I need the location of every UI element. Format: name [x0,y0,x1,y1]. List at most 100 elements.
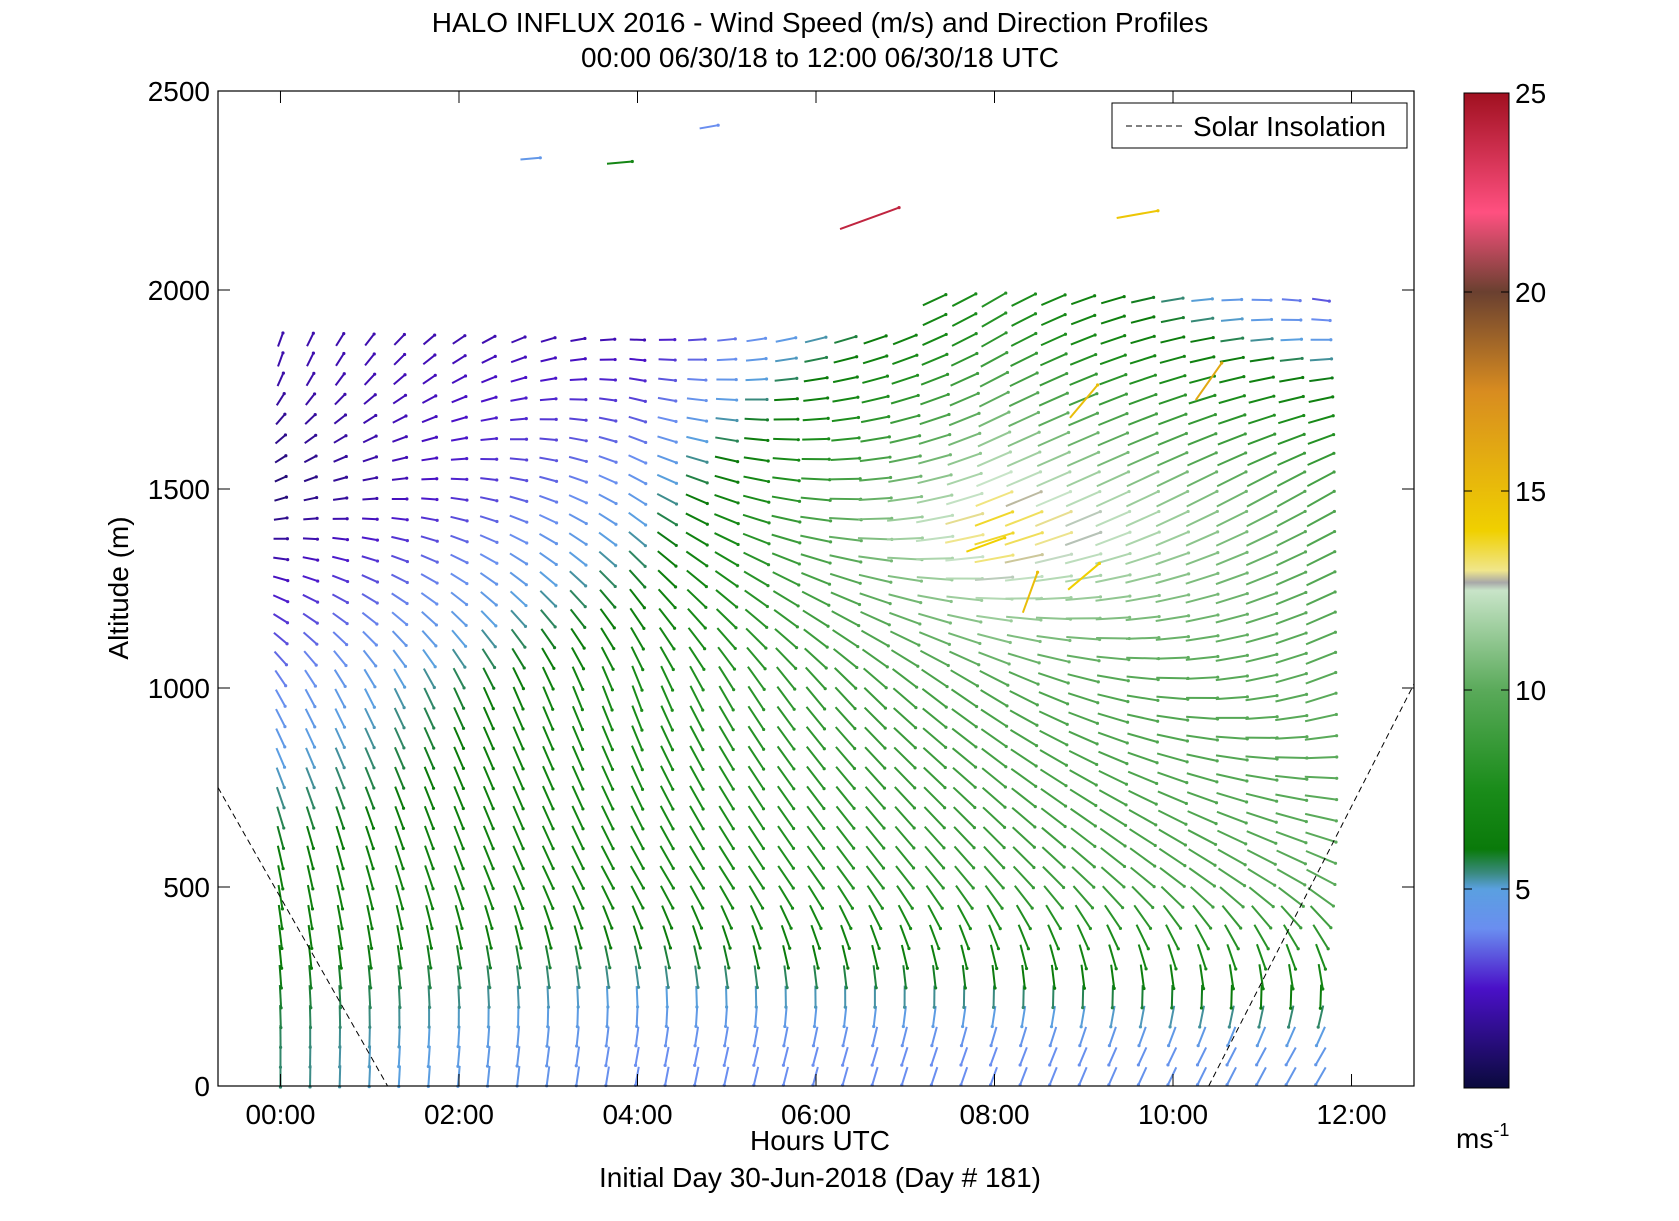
wind-vector-head [522,807,525,810]
wind-vector-head [1329,926,1332,929]
wind-vector-head [283,745,286,748]
wind-vector [1158,433,1187,445]
wind-vector-head [495,478,498,481]
wind-vector [744,438,768,440]
wind-vector [362,575,378,582]
wind-vector [865,708,886,729]
wind-vector-head [1177,947,1180,950]
wind-vector-head [782,1064,785,1067]
wind-vector [1307,472,1334,486]
wind-vector [333,632,346,645]
wind-vector-head [674,379,677,382]
wind-vector-head [1174,967,1177,970]
wind-vector-head [343,746,346,749]
wind-vector [1128,772,1157,784]
wind-vector [1100,355,1125,364]
wind-vector [982,749,1006,767]
wind-vector-head [818,947,821,950]
wind-vector-head [1093,845,1096,848]
wind-vector [572,648,584,669]
wind-vector [1257,1067,1266,1084]
wind-vector-head [1050,1025,1053,1028]
wind-vector-head [701,907,704,910]
wind-vector-head [585,522,588,525]
wind-vector [773,458,799,460]
wind-vector [1070,355,1095,365]
wind-vector [774,399,797,400]
wind-vector [918,614,950,623]
wind-vector [451,479,467,480]
wind-vector-head [555,459,558,462]
wind-vector-head [856,375,859,378]
wind-vector-head [1299,318,1302,321]
wind-vector-head [1317,1026,1320,1029]
wind-vector [1157,716,1188,721]
wind-vector [836,747,855,769]
wind-vector-head [1154,374,1157,377]
wind-vector [1100,375,1126,385]
wind-vector [307,353,313,366]
wind-vector-head [1170,1006,1173,1009]
wind-vector [745,609,766,627]
wind-vector [1041,315,1065,326]
wind-vector [1039,711,1067,724]
wind-vector-head [978,432,981,435]
wind-vector-head [342,352,345,355]
wind-vector-head [1216,738,1219,741]
wind-vector-head [881,907,884,910]
wind-vector-head [1032,866,1035,869]
wind-vector [778,826,793,848]
wind-vector [660,647,673,670]
wind-vector-head [671,906,674,909]
wind-vector-head [402,807,405,810]
wind-vector [784,965,787,987]
wind-vector [1006,492,1041,506]
wind-vector [1190,357,1214,363]
wind-vector [835,668,856,688]
wind-vector-head [641,906,644,909]
wind-vector [1231,985,1232,1008]
wind-vector-head [1244,470,1247,473]
wind-vector [777,667,795,689]
wind-vector-head [694,1025,697,1028]
wind-vector [952,729,976,747]
wind-vector-head [1121,906,1124,909]
wind-vector-head [521,907,524,910]
wind-vector-head [1245,800,1248,803]
wind-vector [726,986,727,1007]
wind-vector-head [976,684,979,687]
wind-vector-head [1179,927,1182,930]
wind-vector-head [732,688,735,691]
wind-vector [1250,339,1272,341]
wind-vector [1067,656,1099,661]
wind-vector-head [767,480,770,483]
wind-vector [1249,396,1274,403]
wind-vector-head [1246,633,1249,636]
wind-vector-head [1113,987,1116,990]
wind-vector-head [1187,530,1190,533]
wind-vector [1130,848,1155,866]
wind-vector [1099,771,1127,784]
wind-vector-head [1335,713,1338,716]
wind-vector [1128,414,1156,425]
wind-vector-head [314,684,317,687]
wind-vector [1044,886,1062,908]
wind-vector [276,690,285,707]
wind-vector [362,518,377,519]
wind-vector-head [1335,819,1338,822]
wind-vector [984,847,1004,868]
wind-vector [1276,813,1307,821]
wind-vector-head [605,1025,608,1028]
wind-vector [306,787,313,808]
wind-vector-head [640,728,643,731]
wind-vector-head [427,1025,430,1028]
wind-vector-head [934,986,937,989]
wind-vector [573,667,583,690]
wind-vector-head [937,947,940,950]
wind-vector [961,1067,967,1085]
wind-vector [1157,491,1188,506]
wind-vector-head [901,1044,904,1047]
wind-vector [1014,866,1034,887]
wind-vector-head [844,1006,847,1009]
wind-vector-head [1216,593,1219,596]
